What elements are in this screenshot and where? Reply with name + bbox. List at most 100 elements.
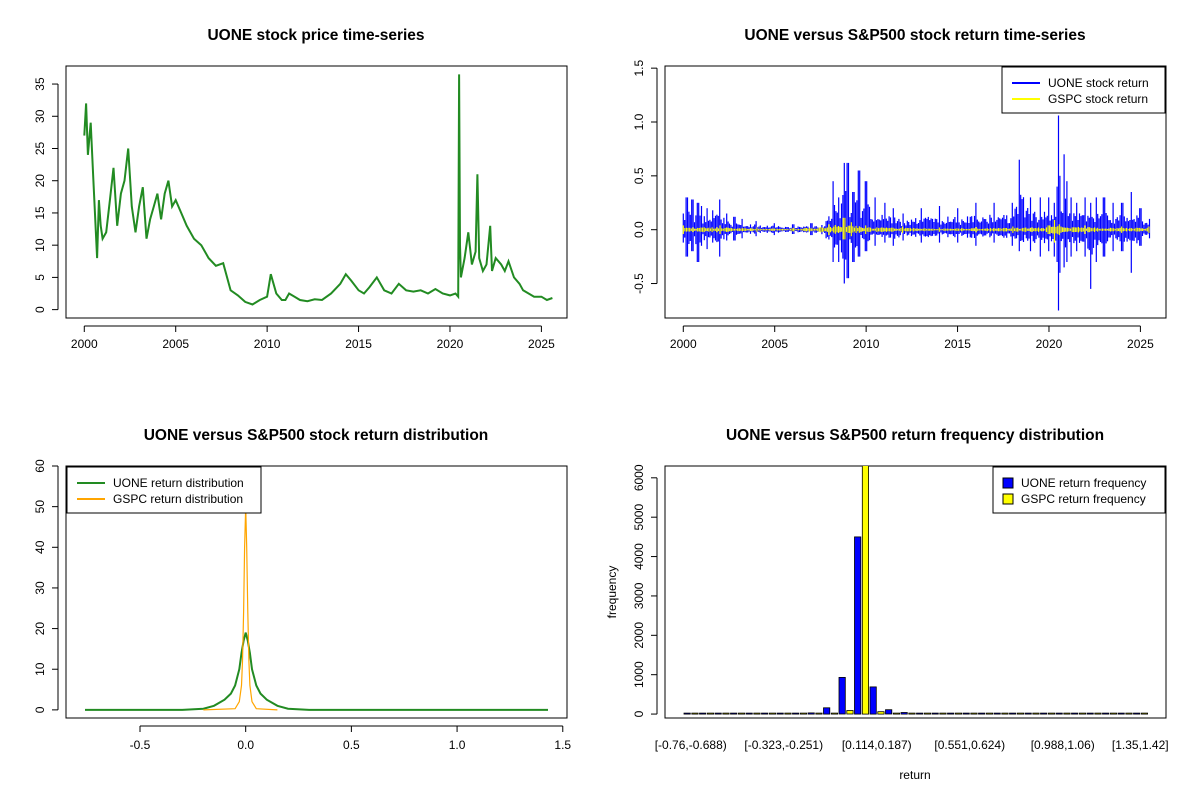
bar-uone — [1102, 712, 1110, 715]
plot-frame-4 — [664, 465, 1167, 719]
bar-uone — [807, 712, 815, 715]
bar-gspc — [1032, 712, 1040, 715]
x-tick-label: 2015 — [944, 337, 971, 351]
y-tick-label: 35 — [33, 77, 47, 91]
x-axis-title: return — [899, 768, 930, 782]
bar-gspc — [722, 712, 730, 715]
bar-gspc — [1140, 712, 1149, 715]
bar-gspc — [1016, 712, 1024, 715]
y-tick-label: 0 — [33, 706, 47, 713]
x-tick-label: 1.5 — [554, 738, 571, 752]
y-axis-title: frequency — [605, 566, 619, 619]
chart-title-3: UONE versus S&P500 stock return distribu… — [144, 427, 489, 444]
bar-gspc — [830, 712, 838, 715]
bar-uone — [1040, 712, 1048, 715]
x-tick-label: 1.0 — [449, 738, 466, 752]
y-tick-label: 30 — [33, 581, 47, 595]
y-tick-label: 0.5 — [632, 167, 646, 184]
chart-title-2: UONE versus S&P500 stock return time-ser… — [744, 27, 1085, 44]
bar-uone — [683, 712, 691, 715]
bar-gspc — [846, 710, 854, 715]
x-tick-label: 2000 — [670, 337, 697, 351]
bar-gspc — [970, 712, 978, 715]
bar-uone — [931, 712, 939, 715]
y-tick-label: 4000 — [632, 543, 646, 570]
legend-box-3 — [66, 466, 262, 514]
bar-uone — [947, 712, 955, 715]
bar-gspc — [691, 712, 699, 715]
bar-uone — [1117, 712, 1125, 715]
bar-uone — [730, 712, 738, 715]
bar-gspc — [954, 712, 962, 715]
y-tick-label: 30 — [33, 109, 47, 123]
bar-gspc — [706, 712, 714, 715]
bar-gspc — [799, 712, 807, 715]
bar-gspc — [1001, 712, 1009, 715]
x-tick-label: 0.5 — [343, 738, 360, 752]
bar-gspc — [892, 712, 900, 715]
legend-label: GSPC stock return — [1048, 92, 1148, 106]
bar-uone — [761, 712, 769, 715]
y-tick-label: 6000 — [632, 464, 646, 491]
y-tick-label: 10 — [33, 238, 47, 252]
bar-gspc — [923, 712, 931, 715]
bar-uone — [885, 709, 893, 715]
bar-uone — [714, 712, 722, 715]
series-line-uone-price — [83, 74, 553, 306]
x-category-label: [0.551,0.624) — [934, 738, 1005, 752]
x-tick-label: 2005 — [761, 337, 788, 351]
bar-uone — [962, 712, 970, 715]
plot-frame-1 — [65, 65, 568, 319]
y-tick-label: 20 — [33, 622, 47, 636]
legend-label: UONE return frequency — [1021, 476, 1146, 490]
plot-frame-3 — [65, 465, 568, 719]
bar-uone — [900, 712, 908, 715]
y-tick-label: 0.0 — [632, 221, 646, 238]
legend-label: UONE stock return — [1048, 76, 1149, 90]
bar-uone — [978, 712, 986, 715]
bar-gspc — [1078, 712, 1087, 715]
bar-uone — [993, 712, 1001, 715]
x-category-label: [1.35,1.42] — [1112, 738, 1169, 752]
x-tick-label: 2000 — [71, 337, 98, 351]
legend-box-2 — [1001, 66, 1166, 114]
x-tick-label: 2025 — [528, 337, 555, 351]
x-tick-label: 2015 — [345, 337, 372, 351]
x-tick-label: 2010 — [254, 337, 281, 351]
y-tick-label: 1.5 — [632, 59, 646, 76]
bar-gspc — [877, 711, 885, 715]
y-tick-label: 3000 — [632, 582, 646, 609]
x-tick-label: 2020 — [1036, 337, 1063, 351]
legend-swatch — [1002, 493, 1014, 505]
y-tick-label: -0.5 — [632, 273, 646, 294]
bar-uone — [1055, 712, 1063, 715]
series-gspc-return — [682, 217, 1150, 243]
bar-uone — [792, 712, 800, 715]
bar-gspc — [815, 712, 823, 715]
bar-gspc — [1109, 712, 1118, 715]
y-tick-label: 25 — [33, 142, 47, 156]
x-tick-label: 2025 — [1127, 337, 1154, 351]
bar-gspc — [985, 712, 993, 715]
bar-gspc — [784, 712, 792, 715]
legend-swatch — [1002, 477, 1014, 489]
x-tick-label: 2020 — [437, 337, 464, 351]
bar-uone — [1024, 712, 1032, 715]
bar-uone — [1071, 712, 1079, 715]
series-line-gspc-density — [203, 506, 278, 711]
bar-gspc — [1125, 712, 1133, 715]
y-tick-label: 40 — [33, 540, 47, 554]
bar-gspc — [908, 712, 916, 715]
bar-uone — [823, 707, 831, 715]
x-category-label: [0.114,0.187) — [842, 738, 912, 752]
bar-uone — [1009, 712, 1017, 715]
x-tick-label: 2005 — [162, 337, 189, 351]
bar-uone — [869, 686, 877, 715]
bar-uone — [776, 712, 784, 715]
x-category-label: [0.988,1.06) — [1031, 738, 1095, 752]
x-tick-label: -0.5 — [130, 738, 151, 752]
bar-gspc — [753, 712, 761, 715]
y-tick-label: 1.0 — [632, 113, 646, 130]
